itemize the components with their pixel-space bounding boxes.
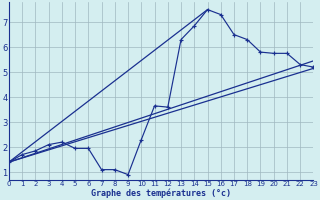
X-axis label: Graphe des températures (°c): Graphe des températures (°c) bbox=[91, 188, 231, 198]
